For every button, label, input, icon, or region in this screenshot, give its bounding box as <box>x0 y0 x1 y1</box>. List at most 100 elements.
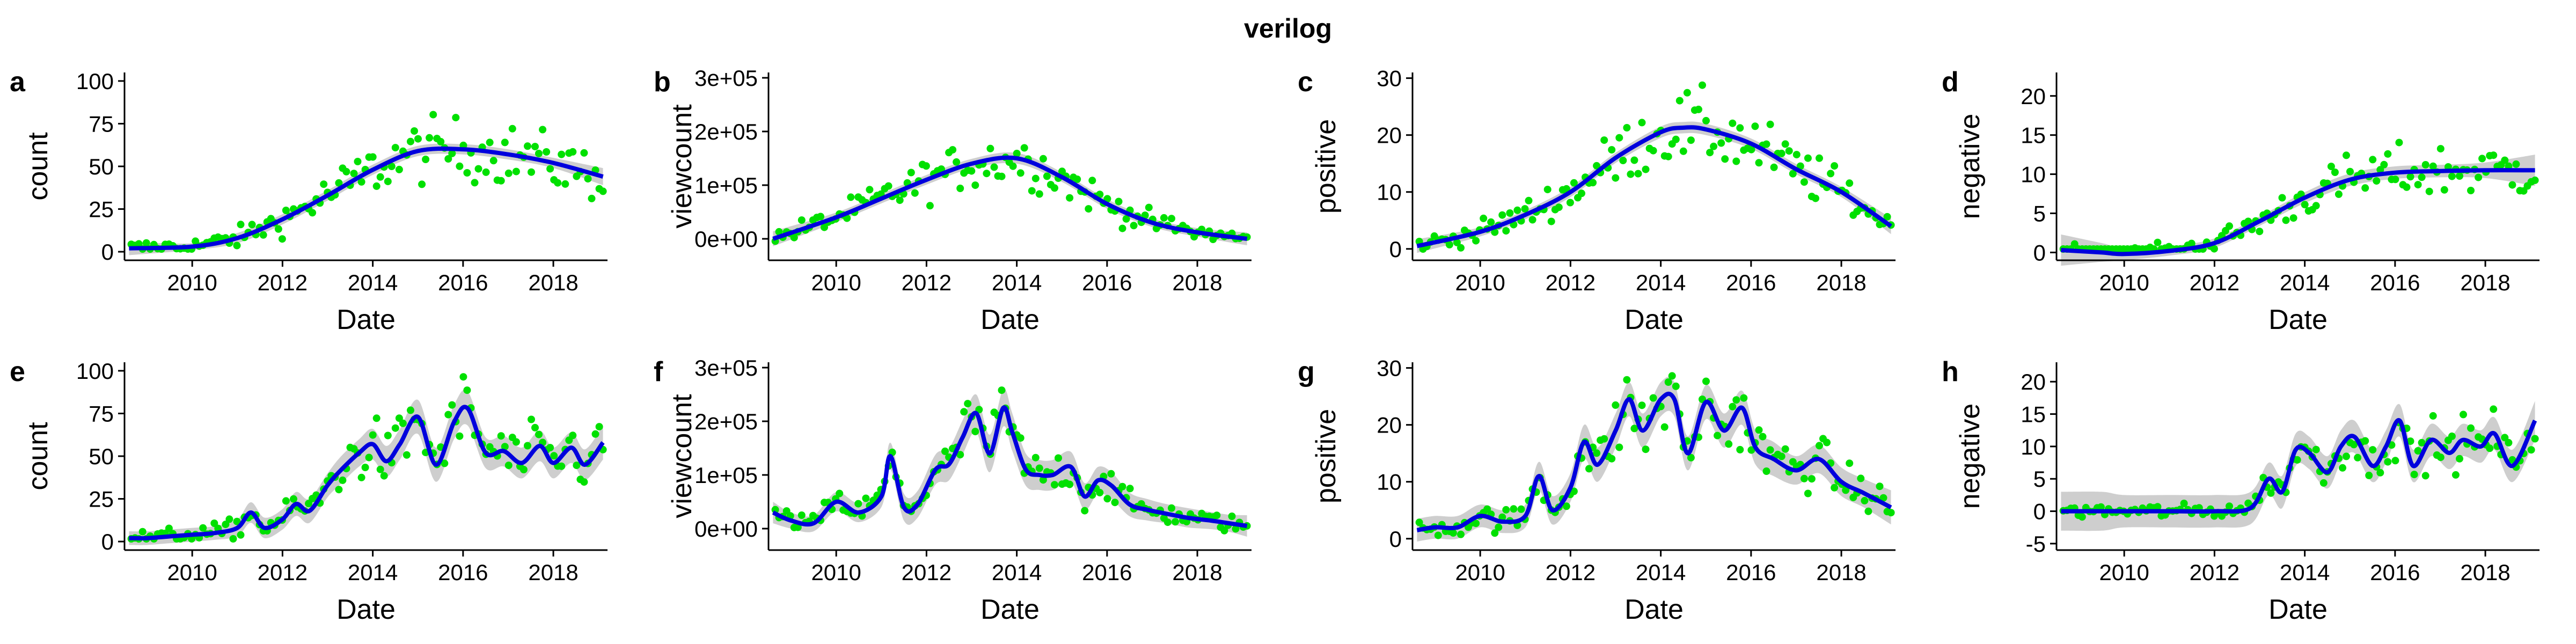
data-point <box>2384 150 2392 158</box>
data-point <box>926 202 934 210</box>
x-axis-label: Date <box>2268 304 2328 335</box>
data-point <box>369 431 377 439</box>
data-point <box>573 462 581 470</box>
x-tick-label: 2016 <box>1082 560 1132 585</box>
x-tick-label: 2014 <box>2280 560 2330 585</box>
data-point <box>459 373 467 381</box>
data-point <box>1857 474 1865 482</box>
data-point <box>1861 496 1869 504</box>
data-point <box>165 524 173 532</box>
data-point <box>486 138 494 147</box>
data-point <box>1679 147 1687 155</box>
data-point <box>456 162 464 170</box>
y-tick-label: 20 <box>1377 413 1402 438</box>
data-point <box>1498 513 1506 521</box>
x-tick-label: 2016 <box>438 270 488 295</box>
data-point <box>584 175 592 183</box>
y-tick-label: 0 <box>101 529 114 554</box>
data-point <box>2512 160 2520 168</box>
y-tick-label: 0 <box>101 239 114 265</box>
data-point <box>399 419 407 427</box>
data-point <box>1831 162 1839 170</box>
data-point <box>1160 214 1168 222</box>
data-point <box>1664 152 1672 160</box>
data-point <box>354 158 362 165</box>
x-tick-label: 2016 <box>2370 270 2420 295</box>
data-point <box>1589 179 1597 187</box>
data-point <box>960 408 968 416</box>
data-point <box>790 233 798 241</box>
data-point <box>1506 209 1514 217</box>
data-point <box>1039 476 1047 484</box>
data-point <box>1664 378 1672 386</box>
panel-e: e 2010 2012 2014 2016 2018 0 25 50 75 100 Date count <box>10 356 608 625</box>
data-point <box>1449 529 1457 537</box>
x-tick-label: 2012 <box>902 270 952 295</box>
data-point <box>535 150 543 157</box>
data-point <box>1759 433 1767 441</box>
x-tick-label: 2018 <box>1816 270 1866 295</box>
panel-tag-a: a <box>10 67 26 98</box>
data-point <box>558 150 566 158</box>
data-point <box>956 451 964 459</box>
data-point <box>1668 372 1676 380</box>
data-point <box>1031 453 1040 462</box>
confidence-band <box>2061 401 2535 531</box>
scatter-points <box>127 111 607 253</box>
data-point <box>1457 244 1465 252</box>
data-point <box>1729 119 1737 127</box>
data-point <box>922 162 930 170</box>
y-tick-label: 75 <box>89 401 114 426</box>
data-point <box>1118 482 1126 491</box>
data-point <box>222 521 230 529</box>
data-point <box>135 240 143 248</box>
y-tick-label: 2e+05 <box>694 119 758 144</box>
x-tick-label: 2014 <box>1636 270 1686 295</box>
data-point <box>1762 140 1770 148</box>
data-point <box>2414 447 2422 455</box>
data-point <box>2365 471 2373 479</box>
data-point <box>1672 135 1680 143</box>
data-point <box>474 165 482 173</box>
y-tick-label: 2e+05 <box>694 409 758 434</box>
data-point <box>998 386 1006 394</box>
data-point <box>1732 396 1740 404</box>
data-point <box>2312 202 2320 210</box>
data-point <box>2467 187 2475 194</box>
data-point <box>309 209 317 217</box>
x-tick-label: 2016 <box>438 560 488 585</box>
data-point <box>1491 529 1499 537</box>
data-point <box>2154 238 2162 246</box>
data-point <box>990 163 998 171</box>
data-point <box>1612 401 1620 409</box>
x-axis-label: Date <box>336 594 396 625</box>
data-point <box>1800 474 1808 482</box>
data-point <box>1807 475 1816 483</box>
y-tick-label: 100 <box>76 69 114 94</box>
data-point <box>1593 449 1601 457</box>
x-tick-label: 2010 <box>167 270 217 295</box>
data-point <box>1687 453 1695 462</box>
data-point <box>1103 495 1111 503</box>
data-point <box>2343 452 2350 460</box>
y-tick-label: 20 <box>2021 84 2046 109</box>
data-point <box>2244 217 2252 225</box>
data-point <box>1623 376 1631 384</box>
data-point <box>391 424 399 432</box>
x-tick-label: 2010 <box>811 560 861 585</box>
data-point <box>391 144 399 152</box>
panel-b: b 2010 2012 2014 2016 2018 0e+00 1e+05 2e+05 3e+0… <box>654 65 1252 335</box>
data-point <box>1502 506 1510 514</box>
data-point <box>554 179 562 187</box>
panel-tag-d: d <box>1942 67 1959 98</box>
data-point <box>524 442 531 450</box>
y-tick-label: 10 <box>2021 162 2046 187</box>
data-point <box>983 170 991 178</box>
data-point <box>1085 205 1093 213</box>
data-point <box>463 169 471 177</box>
x-tick-label: 2016 <box>1082 270 1132 295</box>
data-point <box>1415 518 1423 526</box>
data-point <box>1035 190 1043 198</box>
data-point <box>2508 181 2516 189</box>
data-point <box>1457 530 1465 538</box>
